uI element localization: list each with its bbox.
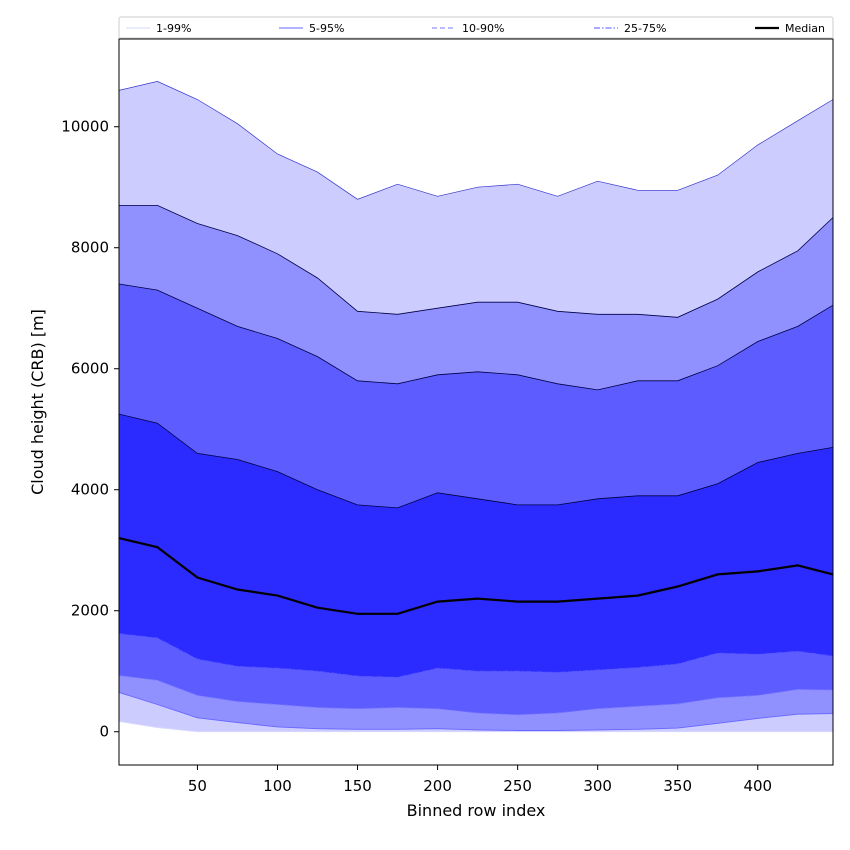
y-axis-label: Cloud height (CRB) [m] (28, 309, 47, 495)
band-lower-line (118, 675, 834, 716)
band-1-99-upper-line (118, 81, 834, 200)
band-upper-line (118, 283, 834, 391)
plot-frame (118, 38, 834, 766)
band-25-to-75-area (119, 414, 833, 678)
x-tick-label: 350 (663, 777, 692, 795)
band-upper-line (119, 204, 834, 318)
y-tick-label: 6000 (71, 360, 109, 378)
y-tick-label: 2000 (71, 602, 109, 620)
y-tick-label: 8000 (71, 239, 109, 257)
x-tick-label: 300 (583, 777, 612, 795)
x-axis-label: Binned row index (407, 801, 546, 820)
y-tick-label: 0 (99, 723, 109, 741)
legend-label: 5-95% (309, 22, 344, 35)
band-lower-line (118, 691, 834, 731)
band-upper-line (118, 413, 834, 509)
x-tick-label: 400 (743, 777, 772, 795)
x-tick-label: 50 (188, 777, 207, 795)
legend-label: Median (785, 22, 825, 35)
y-tick-label: 4000 (71, 481, 109, 499)
legend-label: 1-99% (156, 22, 191, 35)
x-tick-label: 250 (503, 777, 532, 795)
legend-label: 10-90% (462, 22, 504, 35)
band-lower-line (118, 720, 833, 733)
x-tick-label: 200 (423, 777, 452, 795)
legend-label: 25-75% (624, 22, 666, 35)
legend: 1-99% 5-95% 10-90% 25-75% Median (118, 16, 834, 39)
tick-layer: 50 100 150 200 250 300 350 40002000400060008000… (61, 118, 772, 795)
x-tick-label: 100 (263, 777, 292, 795)
legend-box (118, 16, 834, 39)
y-tick-label: 10000 (61, 118, 109, 136)
line-layer (118, 81, 834, 733)
median-line (118, 537, 834, 615)
band-layer (119, 81, 833, 732)
x-tick-label: 150 (343, 777, 372, 795)
